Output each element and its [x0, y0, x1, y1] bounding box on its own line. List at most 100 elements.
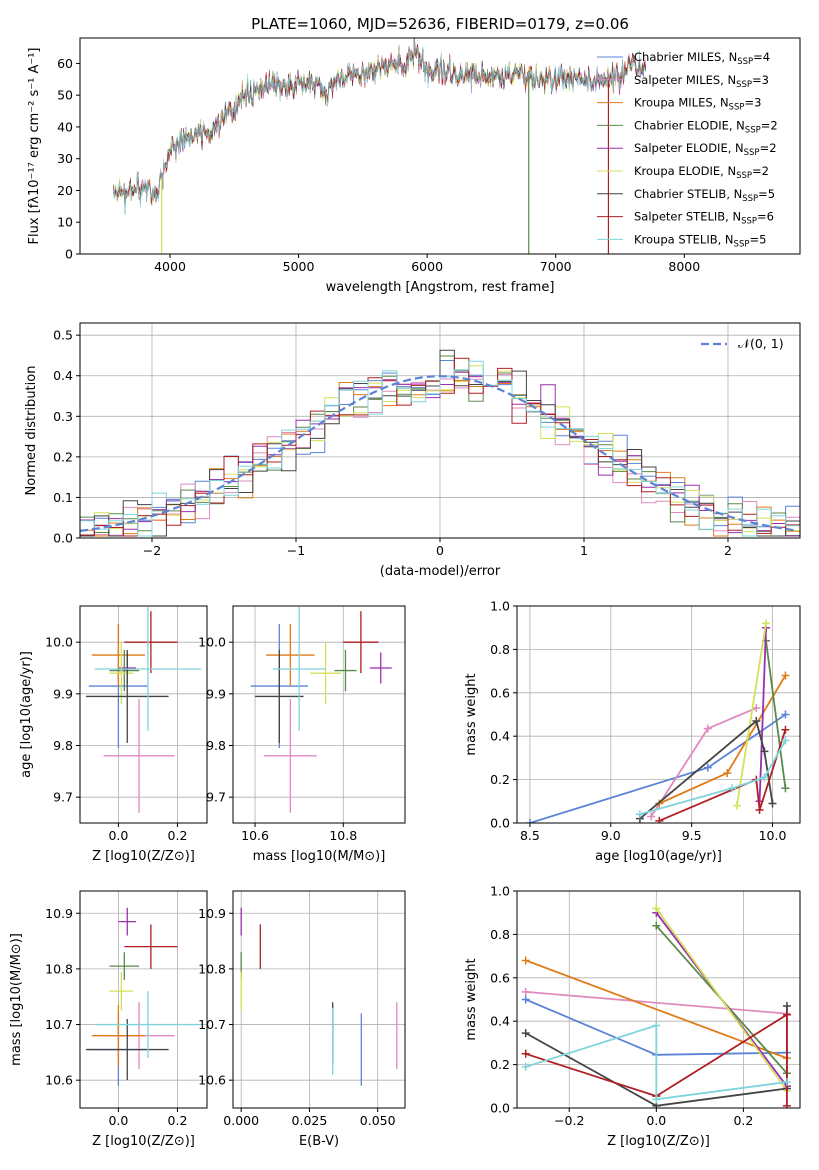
weight-vs-z-marker-chabrier_elodie-0 — [652, 921, 661, 930]
mass-vs-ebv-ytick-label-2: 10.8 — [198, 961, 226, 976]
mass-vs-ebv-ytick-label-1: 10.7 — [198, 1017, 226, 1032]
weight-vs-z-marker-salpeter_miles-0 — [521, 987, 530, 996]
mass-vs-z-xlabel: Z [log10(Z/Z⊙)] — [92, 1134, 195, 1149]
mass-vs-z: 0.0 0.2 10.6 10.7 10.8 10.9 Z [log10(Z/Z⊙)] mas… — [9, 890, 208, 1149]
weight-vs-z-marker-chabrier_stelib-3 — [782, 1002, 791, 1011]
residuals-xlabel: (data-model)/error — [380, 564, 501, 579]
weight-vs-age-marker-kroupa_elodie-1 — [762, 619, 771, 628]
weight-vs-z-marker-kroupa_elodie-0 — [652, 904, 661, 913]
weight-vs-age-xtick-label-3: 10.0 — [759, 828, 787, 843]
age-vs-mass-ytick-label-0: 9.7 — [206, 790, 226, 805]
age-vs-z-ytick-label-0: 9.7 — [53, 790, 73, 805]
spectrum-ytick-label-5: 50 — [57, 88, 73, 103]
age-vs-mass-point-chabrier_stelib — [255, 649, 304, 743]
age-vs-z-ytick-label-3: 10.0 — [45, 635, 73, 650]
weight-vs-age-ytick-label-2: 0.4 — [490, 729, 510, 744]
spectrum-plot-area — [113, 38, 646, 254]
age-vs-z-point-chabrier_elodie — [109, 649, 140, 692]
residuals: −2 −1 0 1 2 0.0 0.1 0.2 0.3 0.4 0.5 (data-model)/er… — [24, 322, 801, 579]
weight-vs-age-marker-chabrier_miles-0 — [525, 819, 534, 823]
weight-vs-z-marker-salpeter_stelib-3 — [782, 1101, 791, 1108]
weight-vs-age-marker-kroupa_miles-1 — [723, 769, 732, 778]
age-vs-z-xtick-label-0: 0.0 — [108, 828, 128, 843]
residuals-xtick-label-2: 0 — [436, 543, 444, 558]
age-vs-mass: 10.6 10.8 9.7 9.8 9.9 10.0 mass [log10(M/M⊙)] — [198, 605, 406, 864]
mass-vs-z-xtick-label-0: 0.0 — [108, 1113, 128, 1128]
weight-vs-age-marker-kroupa_stelib-2 — [760, 773, 769, 782]
mass-vs-ebv-xtick-label-2: 0.050 — [360, 1113, 396, 1128]
mass-vs-z-ytick-label-1: 10.7 — [45, 1017, 73, 1032]
mass-vs-z-point-kroupa_miles — [91, 1005, 145, 1067]
weight-vs-age-ytick-label-1: 0.2 — [490, 772, 510, 787]
weight-vs-age-plot-area — [525, 619, 790, 823]
weight-vs-age-line-kroupa_stelib — [639, 740, 787, 816]
weight-vs-z-xlabel: Z [log10(Z/Z⊙)] — [607, 1134, 710, 1149]
spectrum-legend-count: =5 — [749, 232, 766, 246]
spectrum-legend-subscript: SSP — [729, 103, 745, 113]
age-vs-z-frame — [79, 605, 208, 824]
weight-vs-age-marker-kroupa_stelib-3 — [781, 736, 790, 745]
spectrum-xtick-label-2: 6000 — [411, 259, 443, 274]
spectrum-line-kroupa_stelib — [113, 38, 646, 214]
weight-vs-z-line-kroupa_stelib — [525, 1024, 788, 1101]
weight-vs-age-ytick-label-4: 0.8 — [490, 642, 510, 657]
weight-vs-z-ytick-label-3: 0.6 — [490, 970, 510, 985]
weight-vs-z-marker-salpeter_stelib-0 — [521, 1049, 530, 1058]
weight-vs-age-marker-salpeter_miles-0 — [647, 812, 656, 821]
weight-vs-age-ytick-label-3: 0.6 — [490, 685, 510, 700]
weight-vs-z-ytick-label-0: 0.0 — [490, 1101, 510, 1116]
age-vs-mass-ytick-label-2: 9.9 — [206, 686, 226, 701]
weight-vs-age-line-salpeter_elodie — [758, 627, 767, 802]
spectrum-legend-label-salpeter_elodie: Salpeter ELODIE, NSSP=2 — [634, 141, 777, 158]
spectrum-ytick-label-4: 40 — [57, 119, 73, 134]
mass-vs-z-point-salpeter_elodie — [118, 907, 137, 936]
spectrum-legend-label-chabrier_elodie: Chabrier ELODIE, NSSP=2 — [634, 118, 778, 135]
weight-vs-z-ytick-label-4: 0.8 — [490, 927, 510, 942]
weight-vs-age-marker-salpeter_stelib-3 — [781, 725, 790, 734]
age-vs-z-ylabel: age [log10(age/yr)] — [19, 651, 34, 778]
weight-vs-z-xtick-label-0: −0.2 — [554, 1113, 584, 1128]
weight-vs-z-ylabel: mass weight — [464, 958, 479, 1040]
weight-vs-z-marker-kroupa_stelib-0 — [521, 1062, 530, 1071]
residuals-ytick-label-4: 0.4 — [53, 368, 73, 383]
age-vs-z-xtick-label-1: 0.2 — [168, 828, 188, 843]
mass-vs-z-point-chabrier_stelib — [85, 1018, 169, 1081]
spectrum-frame — [79, 37, 801, 255]
weight-vs-age-xlabel: age [log10(age/yr)] — [595, 849, 722, 864]
spectrum-ytick-label-1: 10 — [57, 215, 73, 230]
weight-vs-age-ytick-label-0: 0.0 — [490, 816, 510, 831]
age-vs-z-ytick-label-1: 9.8 — [53, 738, 73, 753]
spectrum-legend-subscript: SSP — [734, 239, 750, 249]
residuals-ytick-label-1: 0.1 — [53, 490, 73, 505]
mass-vs-z-frame — [79, 890, 208, 1109]
weight-vs-z-xtick-label-1: 0.0 — [646, 1113, 666, 1128]
figure-title: PLATE=1060, MJD=52636, FIBERID=0179, z=0… — [251, 15, 629, 33]
mass-vs-ebv: 0.000 0.025 0.050 10.6 10.7 10.8 10.9 E(B-V) — [198, 890, 406, 1149]
weight-vs-z-marker-kroupa_stelib-2 — [652, 1095, 661, 1104]
weight-vs-age-marker-kroupa_miles-2 — [781, 671, 790, 680]
mass-vs-z-ytick-label-0: 10.6 — [45, 1073, 73, 1088]
weight-vs-age-marker-salpeter_miles-1 — [703, 724, 712, 733]
spectrum-legend-count: =2 — [761, 118, 778, 132]
age-vs-z-point-kroupa_miles — [91, 624, 145, 687]
spectrum-legend-label-kroupa_elodie: Kroupa ELODIE, NSSP=2 — [634, 164, 769, 181]
weight-vs-age-marker-kroupa_stelib-0 — [635, 810, 644, 819]
weight-vs-z: −0.2 0.0 0.2 0.0 0.2 0.4 0.6 0.8 1.0 Z [log10(Z/Z… — [464, 884, 801, 1149]
mass-vs-z-point-salpeter_stelib — [124, 924, 178, 969]
weight-vs-age-xtick-label-1: 9.0 — [601, 828, 621, 843]
weight-vs-age-line-chabrier_stelib — [639, 719, 774, 820]
mass-vs-z-point-chabrier_elodie — [109, 952, 140, 981]
weight-vs-age-marker-chabrier_stelib-3 — [768, 799, 777, 808]
weight-vs-z-ytick-label-5: 1.0 — [490, 884, 510, 899]
spectrum-ytick-label-3: 30 — [57, 151, 73, 166]
weight-vs-z-frame — [516, 890, 801, 1109]
spectrum-xtick-label-3: 7000 — [540, 259, 572, 274]
weight-vs-age-line-salpeter_stelib — [658, 729, 787, 822]
age-vs-z-point-salpeter_miles — [103, 699, 175, 813]
weight-vs-age-marker-salpeter_stelib-2 — [755, 805, 764, 814]
mass-vs-ebv-xtick-label-1: 0.025 — [292, 1113, 328, 1128]
panels: 4000 5000 6000 7000 80000102030405060wavelen… — [9, 37, 801, 1149]
age-vs-mass-xtick-label-1: 10.8 — [329, 828, 357, 843]
weight-vs-z-xtick-label-2: 0.2 — [733, 1113, 753, 1128]
